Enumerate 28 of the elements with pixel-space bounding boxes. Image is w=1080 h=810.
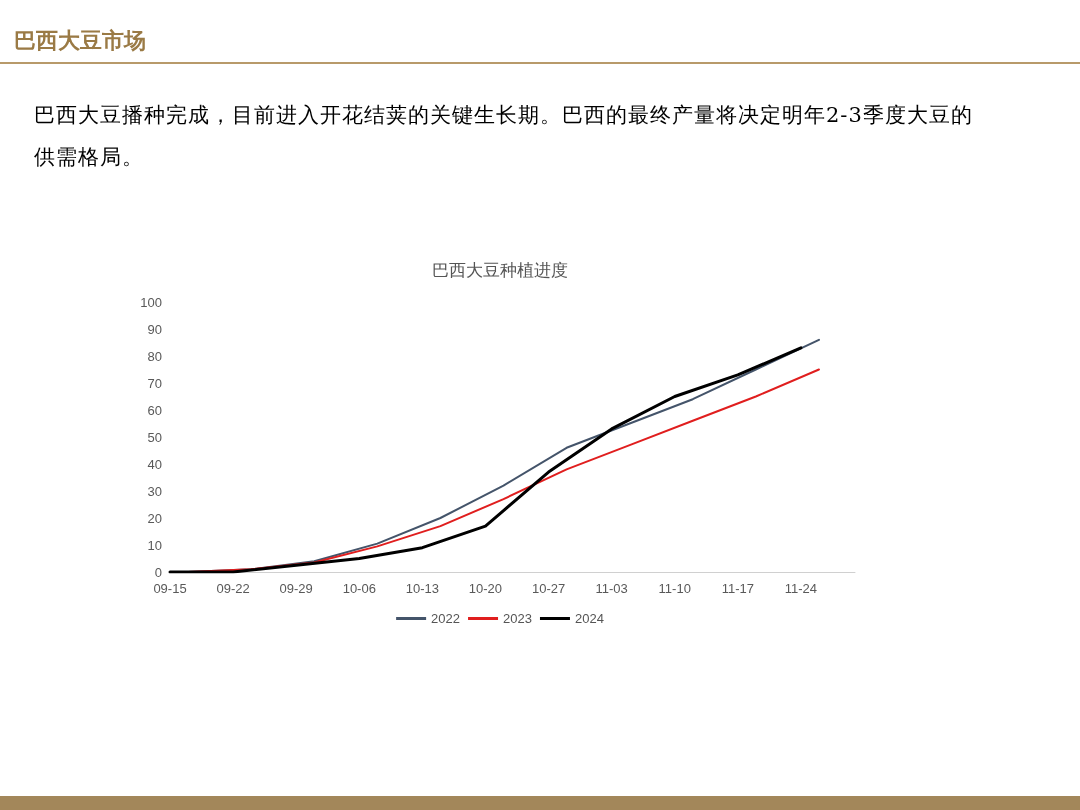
y-tick-label: 40 bbox=[147, 456, 162, 472]
x-tick-label: 11-03 bbox=[595, 581, 628, 596]
x-tick-label: 09-22 bbox=[216, 581, 250, 596]
y-tick-label: 0 bbox=[154, 564, 162, 580]
y-tick-label: 20 bbox=[147, 510, 162, 526]
chart-title: 巴西大豆种植进度 bbox=[432, 259, 568, 280]
text: 巴西大豆播种完成，目前进入开花结荚的关键生长期。巴西的最终产量将决定明年2-3季度大豆的供需格局。 bbox=[34, 102, 974, 171]
x-tick-label: 09-15 bbox=[153, 581, 187, 596]
x-tick-label: 09-29 bbox=[279, 581, 313, 596]
legend-label: 2023 bbox=[503, 611, 532, 626]
x-tick-label: 10-27 bbox=[531, 581, 566, 596]
y-tick-label: 50 bbox=[147, 429, 162, 445]
y-tick-label: 80 bbox=[147, 348, 162, 364]
y-tick-label: 10 bbox=[147, 537, 162, 553]
x-tick-label: 10-06 bbox=[342, 581, 376, 596]
legend-label: 2022 bbox=[431, 611, 461, 626]
x-tick-label: 10-20 bbox=[468, 581, 503, 596]
x-tick-label: 11-10 bbox=[658, 581, 691, 596]
y-tick-label: 60 bbox=[147, 402, 162, 418]
y-tick-label: 90 bbox=[147, 321, 162, 337]
y-tick-label: 70 bbox=[147, 375, 162, 391]
y-tick-label: 100 bbox=[140, 294, 162, 310]
x-tick-label: 11-17 bbox=[721, 581, 754, 596]
legend-label: 2024 bbox=[574, 611, 604, 626]
x-tick-label: 11-24 bbox=[784, 581, 818, 596]
y-tick-label: 30 bbox=[147, 483, 162, 499]
text: 巴西大豆市场 bbox=[14, 26, 146, 55]
x-tick-label: 10-13 bbox=[405, 581, 439, 596]
